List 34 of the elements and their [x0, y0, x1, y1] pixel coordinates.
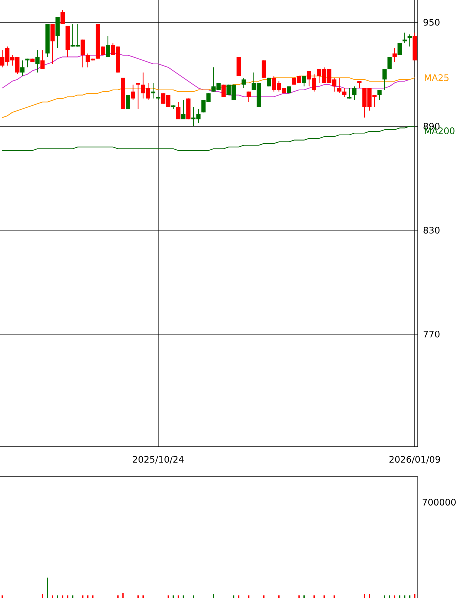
y-tick-label: 890: [424, 123, 440, 130]
candlestick: [20, 60, 25, 77]
candlestick: [378, 90, 382, 101]
candlestick: [358, 81, 362, 89]
candlestick: [302, 76, 306, 88]
candlestick: [352, 86, 357, 101]
candlestick: [388, 56, 392, 70]
y-tick-label: 770: [424, 330, 440, 338]
candlestick: [392, 48, 397, 63]
candlestick: [262, 60, 266, 78]
text: 700000: [422, 499, 456, 506]
candlestick: [347, 88, 352, 100]
candlestick: [131, 84, 136, 101]
candlestick: [236, 56, 242, 77]
candlestick: [106, 36, 110, 58]
series-label: MA200: [425, 128, 455, 134]
candlestick: [40, 50, 45, 70]
candlestick: [242, 78, 246, 89]
y-tick-label: 950: [424, 19, 440, 26]
x-tick-label: 2025/10/24: [133, 456, 184, 464]
candlestick: [398, 42, 402, 56]
candlestick: [60, 10, 65, 25]
candlestick: [136, 82, 140, 110]
candlestick: [337, 78, 342, 94]
candlestick: [181, 100, 186, 120]
candlestick: [176, 102, 181, 120]
candlestick: [36, 50, 40, 74]
y-tick-label: 830: [424, 227, 440, 234]
x-tick-label: 2026/01/09: [390, 456, 440, 464]
candlestick: [56, 16, 60, 49]
candlestick: [382, 68, 387, 90]
candlestick: [50, 24, 55, 64]
candlestick: [80, 39, 86, 68]
series-label: MA25: [425, 74, 449, 82]
